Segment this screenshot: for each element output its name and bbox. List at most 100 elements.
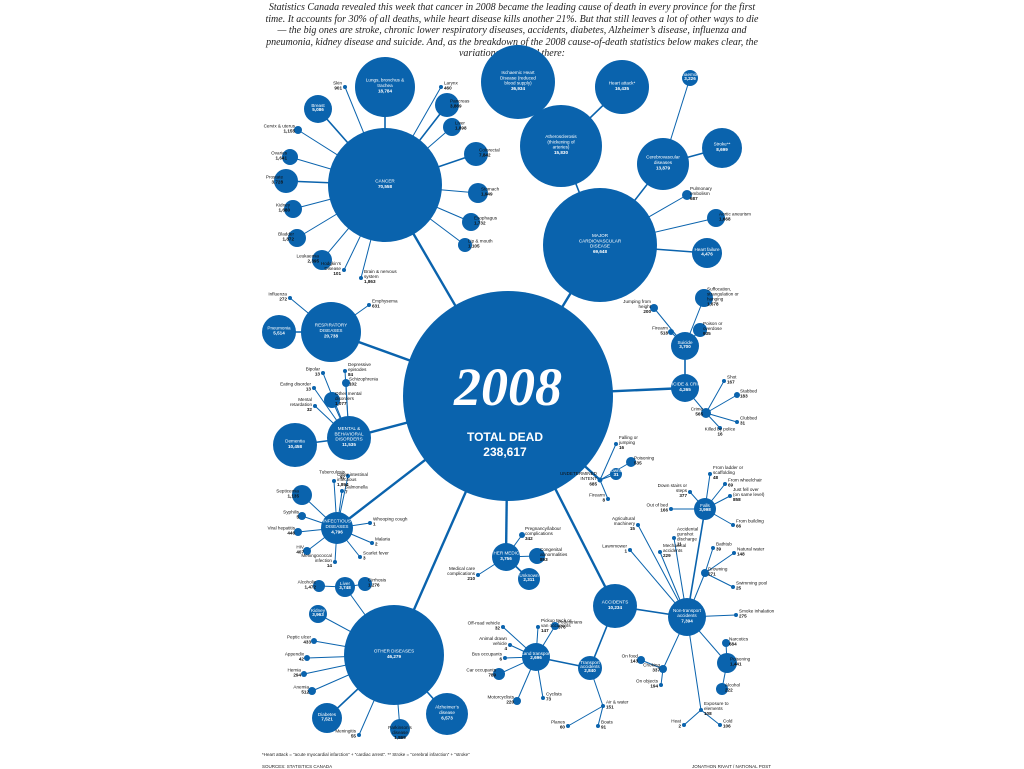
undetermined-firearm-label: Firearm 8 — [589, 493, 605, 503]
accidents-transport-accidents-value: 2,840 — [584, 668, 596, 673]
accidents-heat-label: Heat 2 — [671, 719, 681, 729]
other-alzheimer-s-disease-bubble — [426, 693, 468, 735]
other-appendix-label: Appendix 42 — [285, 652, 305, 662]
infectious-tuberculosis-label: Tuberculosis 92 — [319, 470, 346, 480]
infectious-other-intestinal-infectious-label: Other intestinal infectious 1,894 — [337, 472, 368, 487]
accidents-pickup-truck-or-van-occupants-bubble — [536, 625, 540, 629]
undetermined-hub-value: 685 — [589, 481, 597, 486]
infectious-hiv-value: 407 — [296, 550, 304, 555]
accidents-out-of-bed-label: Out of bed 166 — [647, 503, 669, 513]
other-hernia-label: Hernia 294 — [287, 668, 301, 678]
accidents-pedestrians-label: Pedestrians 376 — [558, 620, 583, 630]
sources-credit: SOURCES: STATISTICS CANADA — [262, 764, 333, 769]
undetermined-poisoning-bubble — [626, 457, 636, 467]
accidents-planes-value: 60 — [560, 725, 566, 730]
accidents-boats-value: 91 — [601, 725, 607, 730]
mental-hub-value: 11,535 — [342, 442, 356, 447]
other-cirrhosis-bubble — [358, 577, 372, 591]
other-alcoholic-value: 1,472 — [305, 585, 317, 590]
respiratory-pneumonia-value: 5,514 — [273, 331, 285, 336]
accidents-pickup-truck-or-van-occupants-label: Pickup truck or van occupants 147 — [541, 618, 572, 633]
cancer-stomach-label: Stomach 1,949 — [481, 187, 500, 197]
respiratory-bubble — [301, 302, 361, 362]
accidents-just-fell-over-on-same-level-bubble — [728, 494, 732, 498]
cancer-lungs-bronchus-trachea-label: Lungs, bronchus & trachea 18,784 — [366, 78, 404, 94]
cardio-pulmonary-embolism-label: Pulmonary embolism 687 — [690, 186, 713, 201]
infectious-meningococcal-infection-bubble — [333, 560, 337, 564]
suicide-suffocation-strangulation-or-hanging-label: Suffocation, strangulation or hanging 1,678 — [707, 287, 739, 307]
accidents-just-fell-over-on-same-level-value: 858 — [733, 497, 741, 502]
accidents-bubble — [593, 584, 637, 628]
cancer-prostate-value: 3,728 — [272, 180, 284, 185]
accidents-motorcyclists-bubble — [513, 697, 521, 705]
mental-bubble — [327, 416, 371, 460]
suicide-jumping-from-height-value: 200 — [643, 309, 651, 314]
infectious-malaria-value: 2 — [375, 542, 378, 547]
mental-eating-disorder-label: Eating disorder 13 — [280, 382, 311, 392]
infectious-septicemia-value: 1,135 — [288, 494, 300, 499]
suicide-poison-or-overdose-value: 935 — [703, 331, 711, 336]
cardio-aortic-aneurism-value: 1,668 — [719, 217, 731, 222]
medical-unknown-bubble — [518, 568, 540, 590]
cancer-skin-value: 901 — [334, 86, 342, 91]
suicide-stabbed-value: 183 — [740, 394, 748, 399]
cancer-leukaemia-value: 2,395 — [308, 259, 320, 264]
accidents-from-building-label: From building 66 — [736, 519, 764, 529]
other-anemia-bubble — [308, 687, 316, 695]
infectious-hiv-label: HIV 407 — [296, 545, 305, 555]
suicide-stabbed-label: Stabbed 183 — [740, 389, 758, 399]
accidents-exposure-to-elements-label: Exposure to elements 108 — [704, 701, 729, 716]
accidents-poisoning-label: Poisoning 1,441 — [730, 657, 751, 667]
cardio-brain-haemorrhage-bubble — [682, 70, 698, 86]
accidents-air-water-label: Air & water 151 — [606, 700, 629, 710]
cardio-stroke-label: Stroke** 8,699 — [714, 141, 731, 152]
respiratory-emphysema-value: 631 — [372, 304, 380, 309]
respiratory-pneumonia-bubble — [262, 315, 296, 349]
respiratory-emphysema-label: Emphysema 631 — [372, 299, 398, 309]
mental-other-mental-disorders-bubble — [324, 392, 340, 408]
accidents-bathtub-value: 39 — [716, 547, 722, 552]
undetermined-falling-or-jumping-link — [599, 443, 617, 481]
infectious-salmonella-value: 7 — [345, 490, 348, 495]
accidents-car-occupants-value: 789 — [488, 673, 496, 678]
cancer-ovaries-value: 1,641 — [276, 156, 288, 161]
cardio-brain-haemorrhage-value: 3,226 — [684, 76, 696, 81]
accidents-swimming-pool-label: Swimming pool 25 — [736, 581, 767, 591]
other-diabetes-value: 7,521 — [321, 716, 333, 721]
accidents-land-transport-value: 2,696 — [530, 655, 542, 660]
medical-pregnancy-labour-complications-label: Pregnancy/labour complications 342 — [525, 526, 561, 541]
suicide-jumping-from-height-label: Jumping from height 200 — [623, 299, 652, 314]
cancer-leukaemia-label: Leukaemia 2,395 — [297, 254, 320, 264]
mental-mental-retardation-bubble — [313, 404, 317, 408]
accidents-natural-water-link — [704, 552, 735, 574]
medical-hub-value: 3,756 — [500, 556, 512, 561]
cancer-hub-value: 70,558 — [378, 184, 392, 189]
cancer-brain-nervous-system-bubble — [359, 276, 363, 280]
other-liver-value: 3,748 — [339, 585, 351, 590]
mental-bipolar-bubble — [321, 371, 325, 375]
mental-schizophrenia-bubble — [342, 379, 350, 387]
undetermined-poisoning-value: 535 — [634, 461, 642, 466]
accidents-choking-value: 337 — [652, 668, 660, 673]
suicide-clubbed-link — [705, 412, 738, 423]
medical-pregnancy-labour-complications-value: 342 — [525, 536, 533, 541]
accidents-pickup-truck-or-van-occupants-value: 147 — [541, 628, 549, 633]
accidents-exposure-to-elements-value: 108 — [704, 711, 712, 716]
cardio-brain-haemorrhage-label: Brain haemorrhage 3,226 — [670, 72, 710, 81]
author-credit: JONATHON RIVAIT / NATIONAL POST — [692, 764, 772, 769]
other-alzheimer-s-disease-value: 6,573 — [441, 716, 453, 721]
undetermined-poisoning-label: Poisoning 535 — [634, 456, 655, 466]
cancer-breast-bubble — [304, 95, 332, 123]
accidents-accidental-gunshot-discharge-value: 11 — [677, 541, 682, 546]
accidents-exposure-to-elements-bubble — [699, 708, 703, 712]
other-anemia-value: 512 — [301, 690, 309, 695]
cardio-heart-failure-label: Heart failure 4,476 — [694, 247, 719, 256]
accidents-narcotics-value: 684 — [729, 642, 737, 647]
accidents-motorcyclists-value: 220 — [506, 700, 514, 705]
medical-unknown-value: 2,311 — [523, 577, 535, 582]
cancer-lip-mouth-bubble — [458, 238, 472, 252]
suicide-clubbed-label: Clubbed 31 — [740, 416, 758, 426]
cardio-stroke-bubble — [702, 128, 742, 168]
undetermined-hub-label: UNDETERMINED INTENT 685 — [560, 471, 598, 486]
infectious-malaria-label: Malaria 2 — [375, 537, 391, 547]
